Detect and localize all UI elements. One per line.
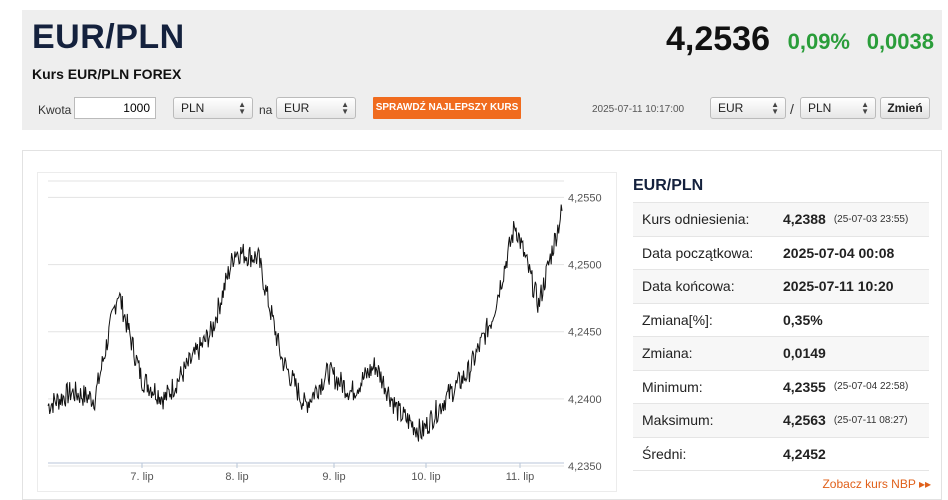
pair-base-value: EUR bbox=[718, 101, 744, 115]
change-pair-button[interactable]: Zmień bbox=[880, 97, 930, 119]
quote-header: EUR/PLN Kurs EUR/PLN FOREX 4,2536 0,09% … bbox=[22, 10, 942, 130]
x-tick-label: 11. lip bbox=[506, 471, 535, 483]
y-tick-label: 4,2350 bbox=[568, 461, 602, 473]
pair-quote-value: PLN bbox=[808, 101, 832, 115]
stats-label: Data końcowa: bbox=[642, 278, 735, 295]
price-series-line bbox=[47, 204, 563, 442]
stats-detail: (25-07-11 08:27) bbox=[833, 414, 908, 426]
stats-title: EUR/PLN bbox=[633, 173, 929, 203]
from-currency-select[interactable]: PLN ▲ ▼ bbox=[173, 97, 253, 119]
stats-value: 2025-07-11 10:20 bbox=[783, 278, 894, 295]
stats-row: Kurs odniesienia: 4,2388 (25-07-03 23:55) bbox=[633, 203, 929, 237]
page-subtitle: Kurs EUR/PLN FOREX bbox=[32, 66, 182, 82]
converter-toolbar: Kwota PLN ▲▼ na EUR ▲▼ SPRAWDŹ NAJLEPSZY… bbox=[22, 94, 942, 124]
stats-row: Data końcowa: 2025-07-11 10:20 bbox=[633, 270, 929, 304]
chart-panel: 4,2350 4,2400 4,2450 4,2500 4,2550 7. lip 8. l… bbox=[22, 150, 942, 500]
amount-input[interactable] bbox=[74, 97, 156, 119]
best-rate-button[interactable]: SPRAWDŹ NAJLEPSZY KURS bbox=[373, 97, 521, 119]
stats-row: Data początkowa: 2025-07-04 00:08 bbox=[633, 237, 929, 270]
stats-row: Średni: 4,2452 bbox=[633, 438, 929, 471]
stats-label: Kurs odniesienia: bbox=[642, 211, 750, 228]
stats-value: 4,2452 bbox=[783, 445, 826, 462]
nbp-rate-link[interactable]: Zobacz kurs NBP ▸▸ bbox=[822, 477, 931, 491]
page-title: EUR/PLN bbox=[32, 18, 185, 56]
x-tick-label: 9. lip bbox=[322, 471, 345, 483]
select-arrows-icon: ▲ ▼ bbox=[771, 100, 779, 116]
price-chart: 4,2350 4,2400 4,2450 4,2500 4,2550 7. lip 8. l… bbox=[37, 172, 617, 492]
from-currency-value: PLN bbox=[181, 101, 205, 115]
stats-value: 2025-07-04 00:08 bbox=[783, 244, 895, 261]
x-tick-label: 7. lip bbox=[130, 471, 153, 483]
y-tick-label: 4,2450 bbox=[568, 327, 602, 339]
stats-label: Minimum: bbox=[642, 378, 703, 395]
stats-value: 0,0149 bbox=[783, 345, 826, 362]
stats-label: Zmiana: bbox=[642, 345, 693, 362]
x-tick-label: 10. lip bbox=[411, 471, 440, 483]
pair-separator: / bbox=[790, 101, 794, 117]
stats-label: Data początkowa: bbox=[642, 244, 754, 261]
stats-table: EUR/PLN Kurs odniesienia: 4,2388 (25-07-03… bbox=[633, 173, 929, 471]
y-tick-label: 4,2550 bbox=[568, 192, 602, 204]
current-price: 4,2536 bbox=[666, 20, 770, 58]
pair-base-select[interactable]: EUR ▲ ▼ bbox=[710, 97, 786, 119]
price-chart-svg: 4,2350 4,2400 4,2450 4,2500 4,2550 7. lip 8. l… bbox=[47, 180, 602, 483]
select-arrows-icon: ▲ ▼ bbox=[238, 100, 246, 116]
select-arrows-icon: ▲ ▼ bbox=[861, 100, 869, 116]
stats-value: 4,2563 bbox=[783, 412, 826, 429]
stats-detail: (25-07-04 22:58) bbox=[833, 381, 909, 393]
on-label: na bbox=[259, 103, 273, 117]
stats-row: Minimum: 4,2355 (25-07-04 22:58) bbox=[633, 371, 929, 404]
y-tick-label: 4,2500 bbox=[568, 260, 602, 272]
to-currency-select[interactable]: EUR ▲ ▼ bbox=[276, 97, 356, 119]
stats-label: Maksimum: bbox=[642, 412, 714, 429]
stats-row: Maksimum: 4,2563 (25-07-11 08:27) bbox=[633, 404, 929, 438]
stats-detail: (25-07-03 23:55) bbox=[833, 213, 909, 225]
y-tick-label: 4,2400 bbox=[568, 394, 602, 406]
stats-value: 4,2388 bbox=[783, 211, 826, 228]
stats-value: 4,2355 bbox=[783, 378, 826, 395]
amount-label: Kwota bbox=[38, 103, 72, 117]
quote-timestamp: 2025-07-11 10:17:00 bbox=[592, 104, 685, 115]
select-arrows-icon: ▲ ▼ bbox=[341, 100, 349, 116]
stats-label: Średni: bbox=[642, 445, 687, 462]
stats-row: Zmiana[%]: 0,35% bbox=[633, 304, 929, 337]
stats-rows: Kurs odniesienia: 4,2388 (25-07-03 23:55) D… bbox=[633, 203, 929, 471]
x-tick-label: 8. lip bbox=[225, 471, 248, 483]
stats-label: Zmiana[%]: bbox=[642, 311, 713, 328]
stats-value: 0,35% bbox=[783, 311, 823, 328]
change-percent: 0,09% bbox=[787, 29, 850, 54]
to-currency-value: EUR bbox=[284, 101, 310, 115]
change-absolute: 0,0038 bbox=[866, 29, 934, 54]
stats-row: Zmiana: 0,0149 bbox=[633, 337, 929, 371]
pair-quote-select[interactable]: PLN ▲ ▼ bbox=[800, 97, 876, 119]
